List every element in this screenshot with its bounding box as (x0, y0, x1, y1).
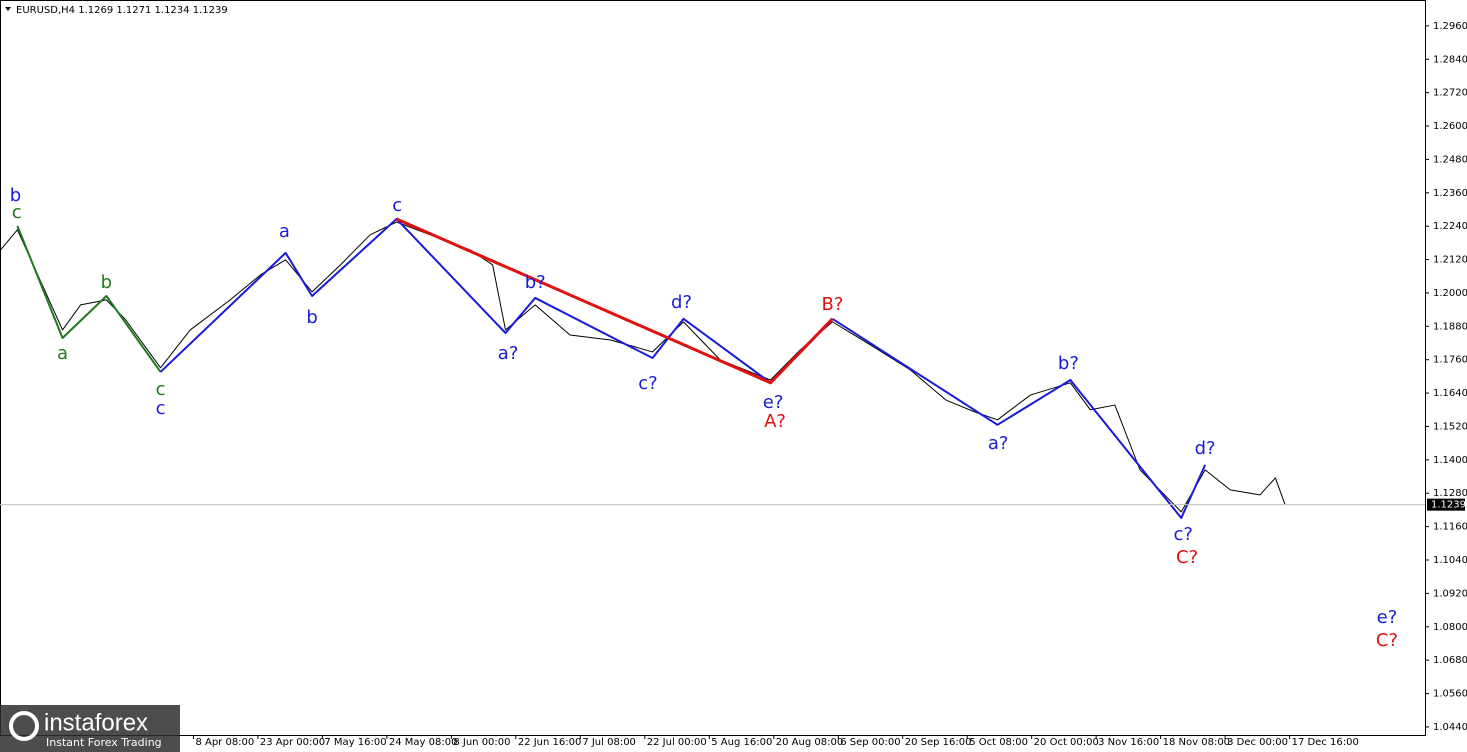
y-tick-label: 1.1400 (1433, 455, 1467, 466)
y-tick-label: 1.2840 (1433, 54, 1467, 65)
y-tick-label: 1.2480 (1433, 154, 1467, 165)
watermark-name: instaforex (44, 709, 148, 736)
y-tick-label: 1.1520 (1433, 421, 1467, 432)
x-tick-label: 22 Jul 00:00 (647, 737, 707, 748)
y-tick-label: 1.1160 (1433, 522, 1467, 533)
wave-label: a? (498, 343, 519, 364)
y-tick-label: 1.2960 (1433, 21, 1467, 32)
wave-label: b? (1058, 353, 1079, 374)
x-tick-label: 3 Dec 00:00 (1227, 737, 1288, 748)
x-tick-label: 22 Jun 16:00 (518, 737, 582, 748)
y-tick-label: 1.1640 (1433, 388, 1467, 399)
y-tick-label: 1.0800 (1433, 622, 1467, 633)
wave-label: c (392, 195, 402, 216)
y-tick-label: 1.2000 (1433, 288, 1467, 299)
wave-label: C? (1376, 630, 1398, 651)
y-tick-label: 1.1880 (1433, 321, 1467, 332)
x-tick-label: 8 Apr 08:00 (195, 737, 254, 748)
x-tick-label: 7 May 16:00 (324, 737, 386, 748)
wave-label: b (101, 272, 112, 293)
wave-label: c (12, 202, 22, 223)
watermark: instaforex Instant Forex Trading (0, 705, 180, 752)
plot-frame (0, 0, 1426, 736)
wave-line (395, 217, 834, 385)
x-tick-label: 3 Nov 16:00 (1098, 737, 1159, 748)
x-tick-label: 23 Apr 00:00 (260, 737, 325, 748)
wave-label: a (279, 221, 290, 242)
y-tick-label: 1.1760 (1433, 355, 1467, 366)
wave-label: d? (671, 292, 692, 313)
wave-line (159, 217, 772, 384)
wave-label: b? (525, 272, 546, 293)
watermark-tagline: Instant Forex Trading (46, 736, 162, 749)
y-tick-label: 1.0920 (1433, 588, 1467, 599)
wave-label: c (156, 379, 166, 400)
watermark-logo (9, 711, 39, 741)
y-tick-label: 1.0440 (1433, 722, 1467, 733)
price-line (0, 221, 1286, 513)
x-tick-label: 20 Sep 16:00 (905, 737, 972, 748)
plot-area: 1.2960 1.2840 1.2720 1.2600 1.2480 1.2360 1.22… (0, 21, 1467, 748)
y-tick-label: 1.2360 (1433, 188, 1467, 199)
wave-label: c? (638, 373, 657, 394)
last-price-box (1427, 498, 1465, 511)
y-tick-label: 1.2240 (1433, 221, 1467, 232)
x-tick-label: 17 Dec 16:00 (1292, 737, 1359, 748)
y-tick-label: 1.0560 (1433, 689, 1467, 700)
wave-label: a? (988, 433, 1009, 454)
y-tick-label: 1.2120 (1433, 255, 1467, 266)
y-tick-label: 1.2720 (1433, 88, 1467, 99)
menu-triangle (5, 7, 11, 11)
x-tick-label: 20 Aug 08:00 (776, 737, 843, 748)
y-tick-label: 1.2600 (1433, 121, 1467, 132)
last-price-label: 1.1239 (1431, 500, 1466, 511)
x-tick-label: 5 Oct 08:00 (969, 737, 1028, 748)
y-tick-label: 1.1040 (1433, 555, 1467, 566)
x-tick-label: 18 Nov 08:00 (1163, 737, 1230, 748)
wave-label: c? (1173, 524, 1192, 545)
wave-label: c (156, 398, 166, 419)
wave-line (16, 225, 162, 373)
y-tick-label: 1.1280 (1433, 488, 1467, 499)
wave-label: B? (821, 294, 843, 315)
x-tick-label: 7 Jul 08:00 (582, 737, 636, 748)
x-tick-label: 20 Oct 00:00 (1034, 737, 1099, 748)
wave-label: e? (1377, 607, 1398, 628)
wave-label: A? (764, 411, 786, 432)
x-tick-label: 6 Sep 00:00 (840, 737, 900, 748)
x-tick-label: 5 Aug 16:00 (711, 737, 772, 748)
wave-label: a (57, 343, 68, 364)
wave-label: C? (1176, 547, 1198, 568)
y-tick-label: 1.0680 (1433, 655, 1467, 666)
x-tick-label: 8 Jun 00:00 (453, 737, 510, 748)
wave-label: b (10, 185, 21, 206)
wave-label: e? (763, 392, 784, 413)
wave-label: d? (1195, 438, 1216, 459)
x-tick-label: 24 May 08:00 (389, 737, 458, 748)
wave-label: b (306, 307, 317, 328)
chart-title: EURUSD,H4 1.1269 1.1271 1.1234 1.1239 (16, 5, 228, 16)
wave-line (831, 317, 1207, 520)
